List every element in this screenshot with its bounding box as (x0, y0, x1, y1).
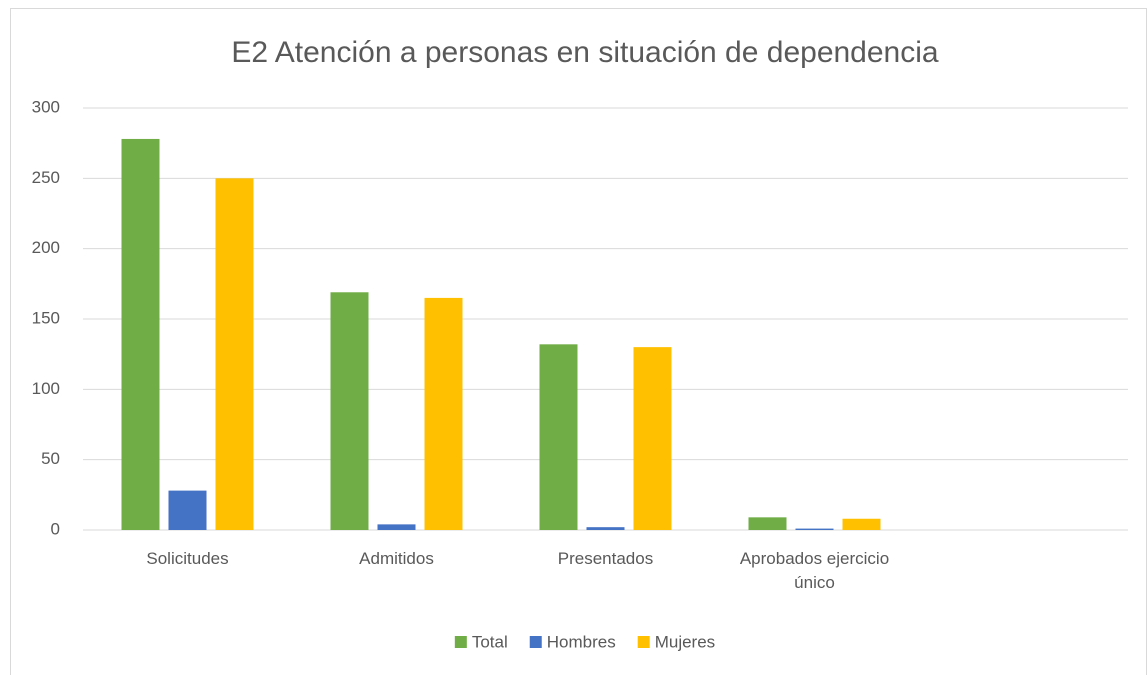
legend-swatch (637, 636, 650, 648)
x-tick-label: Admitidos (359, 549, 434, 568)
x-tick-label: Solicitudes (146, 549, 229, 568)
x-tick-label: Presentados (557, 549, 654, 568)
x-tick-label: Aprobados ejercicio único (739, 549, 890, 592)
bar (215, 178, 254, 531)
bar (121, 138, 160, 531)
legend-label: Total (472, 632, 508, 651)
y-tick-label: 150 (32, 308, 60, 327)
bar (330, 292, 369, 530)
bar (795, 528, 834, 530)
chart-border (10, 8, 1147, 675)
y-tick-label: 100 (32, 379, 60, 398)
y-tick-label: 200 (32, 238, 60, 257)
legend-label: Mujeres (655, 632, 715, 651)
bar (748, 517, 787, 530)
y-tick-label: 50 (41, 449, 60, 468)
chart-title: E2 Atención a personas en situación de d… (231, 36, 939, 69)
y-tick-label: 0 (51, 519, 60, 538)
bar (586, 527, 625, 530)
bar (377, 524, 416, 530)
legend-swatch (454, 636, 467, 648)
y-tick-label: 300 (32, 97, 60, 116)
y-tick-label: 250 (32, 168, 60, 187)
bar (168, 490, 207, 530)
legend-label: Hombres (547, 632, 616, 651)
bar (539, 344, 578, 530)
bar (842, 518, 881, 530)
bar (633, 347, 672, 530)
legend-swatch (529, 636, 542, 648)
bar (424, 297, 463, 530)
